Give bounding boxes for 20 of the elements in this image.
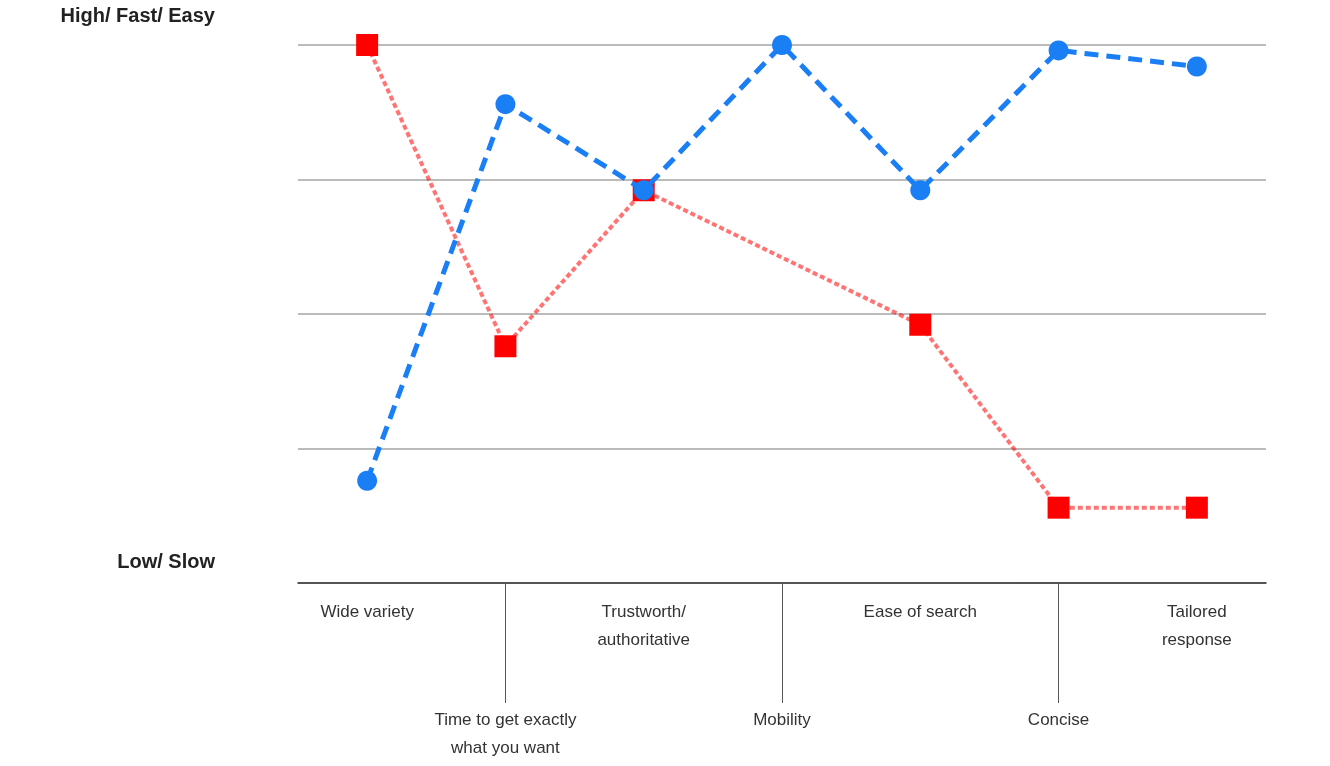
point [357,470,378,491]
x-tick-label: Wide variety [320,602,415,621]
x-tick-label: Trustworth/ authoritative [597,602,691,649]
point [772,35,792,55]
point [1047,496,1070,519]
point [910,180,931,201]
x-tick-label: Concise [1027,710,1090,729]
point [356,34,379,56]
point [1048,40,1069,61]
x-tick-label: Mobility [753,710,812,729]
point [1186,56,1207,77]
x-tick-label: Tailored response [1161,602,1232,649]
point [909,313,932,336]
x-tick-label: Time to get exactly what you want [434,710,577,757]
text: Low/ Slow [117,550,216,572]
point [1185,496,1208,519]
point [495,94,516,115]
x-tick-label: Ease of search [863,602,977,621]
point [494,335,517,358]
text: High/ Fast/ Easy [60,4,216,26]
